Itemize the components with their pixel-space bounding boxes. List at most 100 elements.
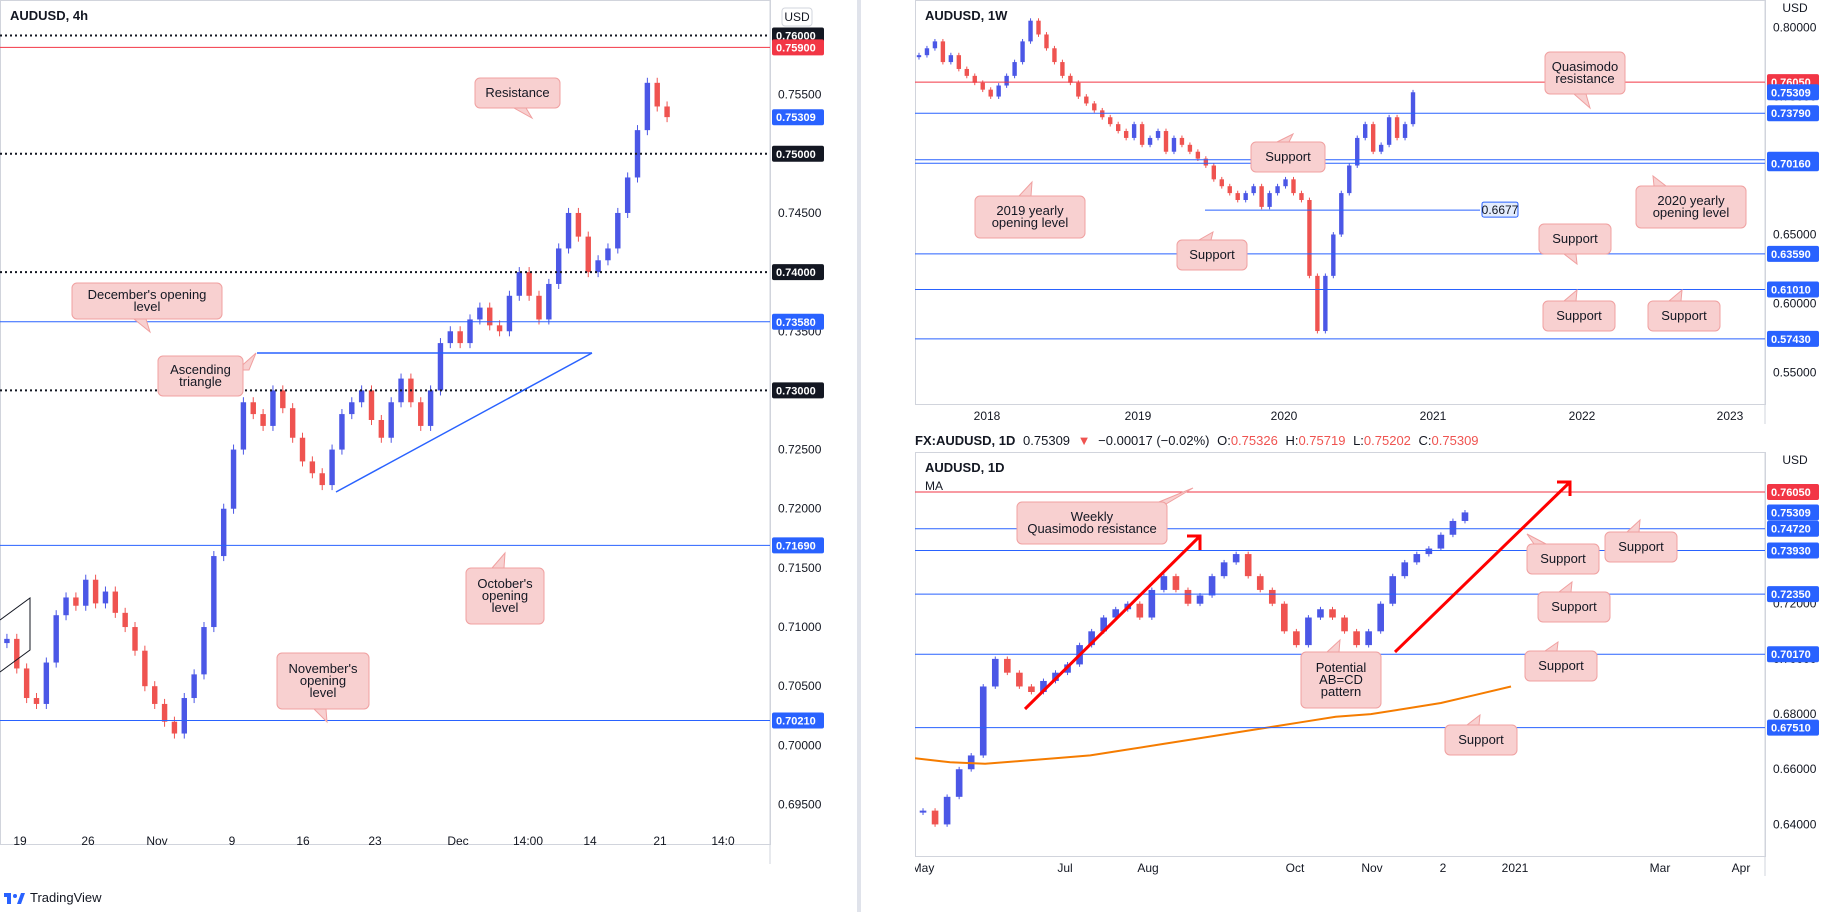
callout-label: November's bbox=[289, 661, 358, 676]
candle-body bbox=[1155, 131, 1161, 138]
y-tick-label: 0.75500 bbox=[778, 88, 822, 102]
x-tick-label: 21 bbox=[653, 834, 667, 848]
price-box-label: 0.57430 bbox=[1771, 334, 1811, 346]
candle-body bbox=[122, 612, 128, 628]
last-price-box bbox=[1767, 84, 1819, 101]
callout-tail bbox=[1526, 533, 1547, 545]
short-level-label: 0.6677 bbox=[1482, 203, 1519, 217]
info-low-label: L: bbox=[1353, 433, 1364, 448]
chart-1d[interactable]: AUDUSD, 1DMAUSD0.720000.700000.680000.66… bbox=[912, 452, 1824, 882]
callout-box[interactable] bbox=[1604, 531, 1678, 563]
callout-box[interactable] bbox=[1176, 239, 1248, 271]
triangle-bottom-line[interactable] bbox=[335, 352, 593, 493]
y-tick-label: 0.72500 bbox=[778, 443, 822, 457]
callout-label: Support bbox=[1661, 308, 1707, 323]
price-box bbox=[1767, 586, 1819, 603]
ab-leg-arrow[interactable] bbox=[1023, 534, 1202, 711]
chart-pane-4h[interactable]: AUDUSD, 4h USD 0.75500 0.75000 0.74500 0.7400… bbox=[0, 0, 857, 865]
callout-box[interactable] bbox=[1537, 591, 1611, 623]
callout-box[interactable] bbox=[71, 282, 223, 320]
callout-box[interactable] bbox=[1542, 300, 1616, 332]
callout-box[interactable] bbox=[157, 355, 244, 397]
callout-box[interactable] bbox=[276, 652, 370, 710]
price-box bbox=[1767, 330, 1819, 347]
chart-pane-1d[interactable]: AUDUSD, 1DMAUSD0.720000.700000.680000.66… bbox=[912, 452, 1824, 882]
candle-body bbox=[1370, 124, 1376, 152]
price-box bbox=[1767, 646, 1819, 663]
y-tick-label: 0.69500 bbox=[778, 798, 822, 812]
price-box-label: 0.63590 bbox=[1771, 249, 1811, 261]
callout-box[interactable] bbox=[1635, 185, 1747, 229]
callout-label: pattern bbox=[1321, 684, 1361, 699]
tradingview-logo[interactable]: TradingView bbox=[4, 890, 102, 905]
candle-body bbox=[1171, 137, 1177, 152]
candle-body bbox=[1402, 124, 1408, 138]
candle-body bbox=[1353, 631, 1360, 646]
candle-body bbox=[1305, 617, 1312, 646]
candle-body bbox=[943, 796, 951, 825]
candle-body bbox=[575, 212, 582, 237]
candle-body bbox=[1148, 589, 1156, 618]
candle-body bbox=[1100, 617, 1107, 632]
callout-box[interactable] bbox=[1526, 543, 1600, 575]
callout-label: 2020 yearly bbox=[1657, 193, 1725, 208]
candle-body bbox=[1341, 617, 1348, 632]
callout-box[interactable] bbox=[1538, 223, 1612, 255]
channel-lines[interactable] bbox=[0, 597, 31, 673]
candle-body bbox=[1179, 137, 1185, 145]
candle-body bbox=[948, 55, 954, 63]
price-box-label: 0.74000 bbox=[776, 267, 816, 279]
candle-body bbox=[1076, 82, 1081, 97]
callout-box[interactable] bbox=[1300, 651, 1382, 709]
x-tick-label: Jul bbox=[1057, 861, 1072, 875]
candle-body bbox=[955, 769, 963, 797]
callout-label: opening level bbox=[1653, 205, 1730, 220]
currency-button[interactable] bbox=[781, 7, 813, 27]
x-tick-label: 14:0 bbox=[711, 834, 735, 848]
price-box bbox=[772, 39, 824, 56]
callout-box[interactable] bbox=[474, 77, 561, 109]
y-tick-label: 0.68000 bbox=[1773, 707, 1817, 721]
candle-body bbox=[1163, 131, 1169, 152]
price-box-label: 0.73930 bbox=[1771, 545, 1811, 557]
candle-body bbox=[565, 212, 572, 249]
callout-box[interactable] bbox=[465, 567, 545, 625]
candle-body bbox=[1195, 151, 1201, 159]
callout-box[interactable] bbox=[1016, 501, 1168, 545]
x-tick-label: 16 bbox=[296, 834, 310, 848]
candle-body bbox=[979, 686, 987, 756]
chart-4h[interactable]: AUDUSD, 4h USD 0.75500 0.75000 0.74500 0.7400… bbox=[0, 0, 857, 865]
candle-body bbox=[1244, 554, 1252, 577]
candle-body bbox=[132, 627, 138, 651]
candle-body bbox=[142, 650, 148, 687]
cd-leg-arrow[interactable] bbox=[1393, 480, 1572, 654]
callout-tail bbox=[1197, 230, 1214, 241]
callout-box[interactable] bbox=[1444, 724, 1518, 756]
symbol-info-bar: FX:AUDUSD, 1D 0.75309 ▼ −0.00017 (−0.02%… bbox=[915, 433, 1483, 451]
candle-body bbox=[1131, 124, 1137, 138]
pane-divider[interactable] bbox=[857, 0, 861, 912]
callout-tail bbox=[1017, 180, 1033, 197]
candle-body bbox=[437, 343, 444, 391]
chart-1w[interactable]: AUDUSD, 1WUSD0.800000.750000.700000.6500… bbox=[915, 0, 1824, 432]
callout-tail bbox=[1562, 288, 1578, 302]
candle-body bbox=[467, 319, 473, 344]
candle-body bbox=[991, 658, 999, 687]
y-tick-label: 0.74500 bbox=[778, 206, 822, 220]
callout-box[interactable] bbox=[1524, 650, 1598, 682]
candle-body bbox=[487, 307, 493, 326]
candle-body bbox=[211, 556, 217, 628]
callout-tail bbox=[1465, 713, 1481, 726]
callout-box[interactable] bbox=[974, 195, 1086, 239]
currency-label: USD bbox=[784, 10, 810, 24]
callout-box[interactable] bbox=[1544, 51, 1626, 95]
price-box-label: 0.71690 bbox=[776, 540, 816, 552]
price-box bbox=[1767, 245, 1819, 262]
candle-body bbox=[1363, 124, 1368, 138]
chart-pane-1w[interactable]: AUDUSD, 1WUSD0.800000.750000.700000.6500… bbox=[915, 0, 1824, 432]
indicator-label: MA bbox=[925, 479, 943, 493]
callout-label: Resistance bbox=[485, 85, 549, 100]
callout-box[interactable] bbox=[1250, 141, 1326, 173]
candle-body bbox=[1052, 48, 1057, 63]
callout-box[interactable] bbox=[1647, 300, 1721, 332]
